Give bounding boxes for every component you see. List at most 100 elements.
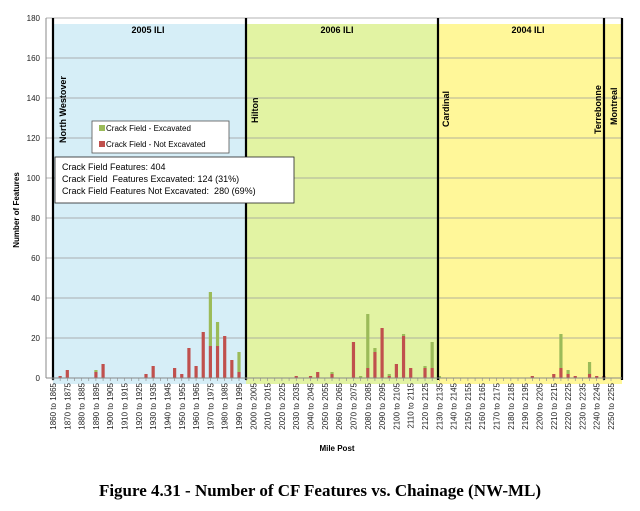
bar-not-excavated xyxy=(101,364,105,378)
y-tick-label: 80 xyxy=(31,214,40,223)
summary-excavated: Crack Field Features Excavated: 124 (31%… xyxy=(62,174,239,184)
bar-not-excavated xyxy=(208,346,212,378)
x-tick-label: 2070 to 2075 xyxy=(349,382,358,429)
bar-excavated xyxy=(366,314,370,368)
x-tick-label: 2180 to 2185 xyxy=(507,382,516,429)
bar-not-excavated xyxy=(308,376,313,378)
y-tick-label: 20 xyxy=(31,334,40,343)
x-tick-label: 2240 to 2245 xyxy=(593,382,602,429)
bar-not-excavated xyxy=(201,332,205,378)
x-tick-label: 1910 to 1915 xyxy=(121,382,130,429)
bar-excavated xyxy=(330,372,334,374)
y-tick-label: 40 xyxy=(31,294,40,303)
bar-excavated xyxy=(237,352,241,372)
bar-excavated xyxy=(401,334,406,336)
x-tick-label: 1920 to 1925 xyxy=(135,382,144,429)
x-tick-label: 1900 to 1905 xyxy=(106,382,115,429)
bar-not-excavated xyxy=(330,374,334,378)
x-tick-label: 2080 to 2085 xyxy=(364,382,373,429)
bar-not-excavated xyxy=(587,374,592,378)
bar-not-excavated xyxy=(144,374,148,378)
bar-excavated xyxy=(566,370,570,374)
summary-not-excavated: Crack Field Features Not Excavated: 280 … xyxy=(62,186,256,196)
bar-excavated xyxy=(559,334,563,368)
y-tick-label: 0 xyxy=(36,374,41,383)
x-tick-label: 1980 to 1985 xyxy=(221,382,230,429)
station-montreal: Montreal xyxy=(609,87,619,125)
bar-not-excavated xyxy=(237,372,241,378)
bar-not-excavated xyxy=(223,336,227,378)
summary-box: Crack Field Features: 404 Crack Field Fe… xyxy=(54,156,295,204)
x-tick-label: 2040 to 2045 xyxy=(307,382,316,429)
x-tick-label: 1880 to 1885 xyxy=(78,382,87,429)
station-hilton: Hilton xyxy=(250,98,260,124)
x-tick-label: 2030 to 2035 xyxy=(292,382,301,429)
station-terrebonne: Terrebonne xyxy=(593,85,603,134)
bar-not-excavated xyxy=(230,360,234,378)
bar-not-excavated xyxy=(173,368,177,378)
x-tick-label: 2230 to 2235 xyxy=(578,382,587,429)
bar-not-excavated xyxy=(316,372,320,378)
bar-not-excavated xyxy=(351,342,356,378)
bar-not-excavated xyxy=(187,348,191,378)
bar-not-excavated xyxy=(373,352,377,378)
legend-label-excavated: Crack Field - Excavated xyxy=(106,124,191,133)
x-tick-label: 2130 to 2135 xyxy=(435,382,444,429)
summary-total: Crack Field Features: 404 xyxy=(62,162,166,172)
bar-not-excavated xyxy=(387,376,391,378)
bar-not-excavated xyxy=(294,376,298,378)
x-tick-label: 2110 to 2115 xyxy=(407,382,416,428)
bar-excavated xyxy=(94,370,98,372)
bar-not-excavated xyxy=(58,376,62,378)
x-tick-label: 2120 to 2125 xyxy=(421,382,430,429)
x-tick-label: 1930 to 1935 xyxy=(149,382,158,429)
legend: Crack Field - Excavated Crack Field - No… xyxy=(91,120,230,154)
bar-not-excavated xyxy=(573,376,577,378)
bar-excavated xyxy=(387,374,391,376)
bar-not-excavated xyxy=(366,368,370,378)
bar-not-excavated xyxy=(595,376,599,378)
x-tick-label: 1960 to 1965 xyxy=(192,382,201,429)
x-tick-label: 2140 to 2145 xyxy=(450,382,459,429)
y-axis-label: Number of Features xyxy=(12,172,21,248)
y-tick-label: 120 xyxy=(27,134,41,143)
x-tick-label: 1860 to 1865 xyxy=(49,382,58,429)
bar-not-excavated xyxy=(530,376,534,378)
x-tick-label: 2100 to 2105 xyxy=(392,382,401,429)
region-2006-ili xyxy=(246,24,438,384)
bar-not-excavated xyxy=(559,368,563,378)
bar-not-excavated xyxy=(380,328,384,378)
x-tick-label: 1870 to 1875 xyxy=(63,382,72,429)
bar-not-excavated xyxy=(94,372,98,378)
bar-excavated xyxy=(437,376,441,378)
bar-not-excavated xyxy=(566,374,570,378)
bar-not-excavated xyxy=(401,336,406,378)
x-tick-label: 1970 to 1975 xyxy=(206,382,215,429)
region-2004-ili xyxy=(438,24,622,384)
region-2005-ili xyxy=(53,24,246,384)
station-cardinal: Cardinal xyxy=(441,91,451,127)
region-label-2004: 2004 ILI xyxy=(511,25,544,35)
x-tick-label: 2060 to 2065 xyxy=(335,382,344,429)
bar-excavated xyxy=(430,342,434,368)
x-tick-label: 2090 to 2095 xyxy=(378,382,387,429)
y-tick-label: 160 xyxy=(27,54,41,63)
y-tick-label: 180 xyxy=(27,14,41,23)
x-tick-label: 2220 to 2225 xyxy=(564,382,573,429)
bar-not-excavated xyxy=(423,368,427,378)
bar-not-excavated xyxy=(430,368,434,378)
x-tick-label: 2150 to 2155 xyxy=(464,382,473,429)
bar-excavated xyxy=(359,376,363,378)
x-tick-label: 1940 to 1945 xyxy=(163,382,172,429)
x-tick-label: 2010 to 2015 xyxy=(264,382,273,429)
x-tick-label: 2190 to 2195 xyxy=(521,382,530,429)
bar-not-excavated xyxy=(394,364,398,378)
bar-not-excavated xyxy=(215,346,220,378)
x-axis-label: Mile Post xyxy=(319,444,354,453)
x-tick-label: 2050 to 2055 xyxy=(321,382,330,429)
x-tick-label: 2160 to 2165 xyxy=(478,382,487,429)
x-tick-label: 2020 to 2025 xyxy=(278,382,287,429)
legend-swatch-excavated xyxy=(99,125,105,131)
x-tick-label: 2210 to 2215 xyxy=(550,382,559,429)
